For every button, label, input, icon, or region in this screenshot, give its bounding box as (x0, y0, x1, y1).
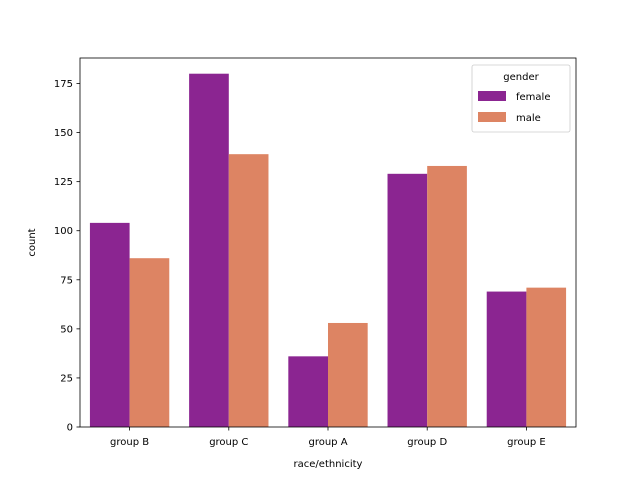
x-axis-title: race/ethnicity (294, 459, 363, 470)
y-axis: 0 25 50 75 100 125 150 175 (54, 79, 80, 434)
bar-female-group-C (189, 73, 229, 428)
legend: gender female male (471, 64, 571, 133)
bar-male-group-E (526, 287, 567, 427)
bar-male-group-B (129, 258, 170, 427)
x-tick-label: group A (308, 437, 347, 448)
legend-swatch-female (478, 91, 506, 101)
bar-female-group-B (89, 222, 130, 427)
y-axis-title: count (27, 228, 38, 256)
y-tick-label: 100 (54, 226, 73, 237)
legend-swatch-male (478, 112, 506, 122)
x-tick-label: group E (507, 437, 546, 448)
y-tick-label: 50 (60, 324, 73, 335)
y-tick-label: 125 (54, 177, 73, 188)
x-tick-label: group B (110, 437, 149, 448)
bar-female-group-D (387, 173, 428, 427)
bar-female-group-A (288, 356, 328, 427)
legend-label-male: male (516, 113, 541, 124)
y-tick-label: 175 (54, 79, 73, 90)
x-tick-label: group D (407, 437, 447, 448)
bar-female-group-E (486, 291, 527, 427)
y-tick-label: 0 (67, 423, 73, 434)
plot-area-frame (79, 57, 577, 428)
y-tick-label: 75 (60, 275, 73, 286)
bar-male-group-D (427, 165, 467, 427)
y-tick-label: 25 (60, 373, 73, 384)
legend-entries: female male (478, 91, 550, 124)
bar-male-group-C (228, 154, 269, 427)
bar-male-group-A (328, 322, 368, 427)
y-tick-label: 150 (54, 128, 73, 139)
legend-label-female: female (516, 92, 550, 103)
x-tick-label: group C (209, 437, 248, 448)
legend-title: gender (503, 72, 539, 83)
bars-layer (89, 73, 567, 428)
x-axis: group B group C group A group D group E (110, 427, 546, 448)
